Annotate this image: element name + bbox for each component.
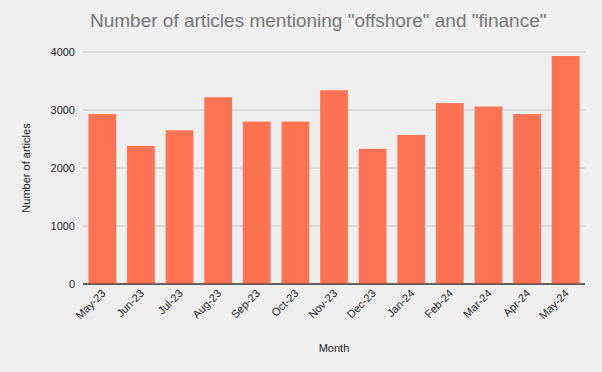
y-tick-label: 0 xyxy=(69,278,75,290)
background xyxy=(0,0,602,372)
y-tick-label: 3000 xyxy=(51,104,75,116)
x-tick-label: Jun-23 xyxy=(114,287,146,319)
y-tick-label: 4000 xyxy=(51,46,75,58)
grid-line xyxy=(83,52,585,53)
bar xyxy=(436,103,464,284)
y-tick-label: 2000 xyxy=(51,162,75,174)
y-axis-label: Number of articles xyxy=(20,123,32,213)
grid-line xyxy=(83,284,585,285)
bar xyxy=(127,146,155,284)
x-tick-label: Jul-23 xyxy=(155,287,185,317)
x-tick-label: Aug-23 xyxy=(190,287,224,321)
x-tick-label: Feb-24 xyxy=(422,287,455,320)
x-tick-label: May-24 xyxy=(537,287,571,321)
bar xyxy=(281,122,309,284)
x-axis-label: Month xyxy=(319,342,350,354)
bar xyxy=(88,114,116,284)
bar xyxy=(204,97,232,284)
x-tick-label: Dec-23 xyxy=(344,287,378,321)
bar xyxy=(552,56,580,284)
title: Number of articles mentioning "offshore"… xyxy=(90,10,546,31)
x-tick-label: May-23 xyxy=(73,287,107,321)
x-tick-label: Nov-23 xyxy=(306,287,340,321)
bar xyxy=(243,122,271,284)
bars xyxy=(88,56,579,284)
y-tick-label: 1000 xyxy=(51,220,75,232)
x-tick-label: Apr-24 xyxy=(501,287,533,319)
x-tick-label: Sep-23 xyxy=(229,287,263,321)
bar xyxy=(359,149,387,284)
axis-line xyxy=(83,284,585,285)
chart-container: 0 1000 2000 3000 4000 May-23Jun-23 Jul-23Aug-2… xyxy=(0,0,602,372)
x-tick-label: Oct-23 xyxy=(269,287,301,319)
bar xyxy=(513,114,541,284)
bar xyxy=(475,107,503,284)
bar xyxy=(320,90,348,284)
bar xyxy=(397,135,425,284)
chart: 0 1000 2000 3000 4000 May-23Jun-23 Jul-23Aug-2… xyxy=(0,0,602,372)
bar xyxy=(166,130,194,284)
x-tick-label: Jan-24 xyxy=(384,287,416,319)
x-tick-label: Mar-24 xyxy=(461,287,494,320)
